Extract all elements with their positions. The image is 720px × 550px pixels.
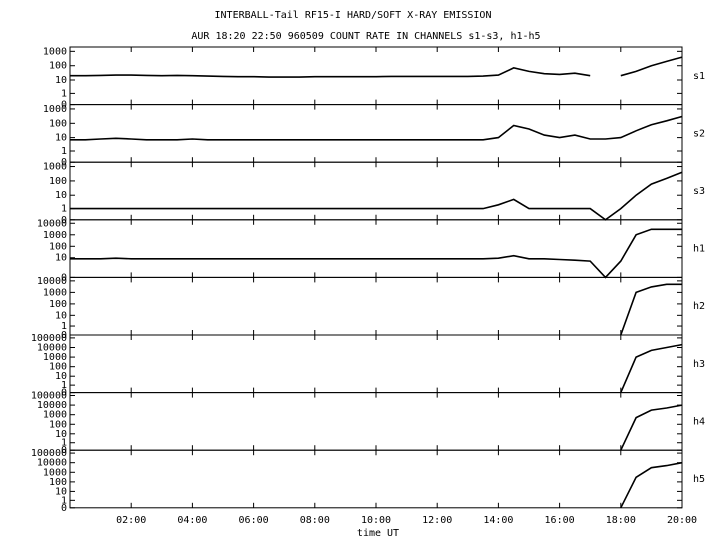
y-tick-label: 1 bbox=[61, 88, 67, 99]
y-tick-label: 100000 bbox=[31, 333, 67, 344]
y-tick-label: 1000 bbox=[43, 230, 67, 241]
y-tick-label: 1 bbox=[61, 204, 67, 215]
y-tick-label: 1 bbox=[61, 321, 67, 332]
y-tick-label: 10 bbox=[55, 310, 67, 321]
y-tick-label: 10 bbox=[55, 253, 67, 264]
trace bbox=[620, 56, 683, 77]
y-tick-label: 1000 bbox=[43, 162, 67, 173]
y-tick-label: 10000 bbox=[37, 400, 67, 411]
trace bbox=[70, 67, 591, 78]
x-tick-label: 04:00 bbox=[177, 515, 207, 526]
y-tick-label: 1000 bbox=[43, 46, 67, 57]
x-tick-label: 16:00 bbox=[545, 515, 575, 526]
y-tick-label: 100000 bbox=[31, 390, 67, 401]
x-tick-label: 20:00 bbox=[667, 515, 697, 526]
panel-frame bbox=[69, 334, 683, 394]
trace bbox=[620, 283, 682, 336]
y-tick-label: 10 bbox=[55, 75, 67, 86]
y-tick-label: 100 bbox=[49, 419, 67, 430]
y-tick-label: 1 bbox=[61, 495, 67, 506]
y-tick-label: 0 bbox=[61, 388, 67, 399]
y-tick-label: 10000 bbox=[37, 218, 67, 229]
y-tick-label: 10 bbox=[55, 486, 67, 497]
y-tick-label: 1000 bbox=[43, 467, 67, 478]
y-tick-label: 1000 bbox=[43, 104, 67, 115]
y-tick-label: 10 bbox=[55, 429, 67, 440]
y-tick-label: 100 bbox=[49, 477, 67, 488]
y-tick-label: 1000 bbox=[43, 352, 67, 363]
channel-label: h1 bbox=[693, 244, 705, 255]
y-tick-label: 100000 bbox=[31, 448, 67, 459]
trace bbox=[70, 171, 683, 221]
x-tick-label: 02:00 bbox=[116, 515, 146, 526]
y-tick-label: 100 bbox=[49, 118, 67, 129]
y-tick-label: 100 bbox=[49, 241, 67, 252]
x-tick-label: 14:00 bbox=[483, 515, 513, 526]
x-tick-label: 18:00 bbox=[606, 515, 636, 526]
trace bbox=[620, 461, 683, 509]
y-tick-label: 10000 bbox=[37, 458, 67, 469]
y-tick-label: 100 bbox=[49, 61, 67, 72]
y-tick-label: 1 bbox=[61, 438, 67, 449]
trace bbox=[70, 115, 683, 141]
y-tick-label: 0 bbox=[61, 157, 67, 168]
y-tick-label: 1000 bbox=[43, 410, 67, 421]
chart-subtitle: AUR 18:20 22:50 960509 COUNT RATE IN CHA… bbox=[191, 31, 540, 42]
channel-label: h4 bbox=[693, 416, 705, 427]
x-axis-label: time UT bbox=[357, 528, 399, 539]
chart-title: INTERBALL-Tail RF15-I HARD/SOFT X-RAY EM… bbox=[215, 10, 492, 21]
y-tick-label: 100 bbox=[49, 362, 67, 373]
y-tick-label: 10000 bbox=[37, 342, 67, 353]
channel-label: h3 bbox=[693, 359, 705, 370]
y-tick-label: 1000 bbox=[43, 287, 67, 298]
channel-label: h2 bbox=[693, 301, 705, 312]
panel-frame bbox=[69, 276, 683, 336]
y-tick-label: 10 bbox=[55, 371, 67, 382]
y-tick-label: 0 bbox=[61, 445, 67, 456]
y-tick-label: 0 bbox=[61, 100, 67, 111]
panel-frame bbox=[69, 449, 683, 509]
y-tick-label: 10 bbox=[55, 133, 67, 144]
channel-label: h5 bbox=[693, 474, 705, 485]
panel-frame bbox=[69, 161, 683, 221]
y-tick-label: 0 bbox=[61, 215, 67, 226]
x-tick-label: 06:00 bbox=[239, 515, 269, 526]
x-tick-label: 10:00 bbox=[361, 515, 391, 526]
y-tick-label: 0 bbox=[61, 272, 67, 283]
y-tick-label: 1 bbox=[61, 146, 67, 157]
y-tick-label: 10000 bbox=[37, 276, 67, 287]
y-tick-label: 100 bbox=[49, 299, 67, 310]
trace bbox=[620, 343, 683, 393]
y-tick-label: 100 bbox=[49, 176, 67, 187]
y-tick-label: 10 bbox=[55, 190, 67, 201]
x-tick-label: 12:00 bbox=[422, 515, 452, 526]
y-tick-label: 1 bbox=[61, 380, 67, 391]
x-tick-label: 08:00 bbox=[300, 515, 330, 526]
panel-frame bbox=[69, 104, 683, 163]
channel-label: s2 bbox=[693, 128, 705, 139]
panel-frame bbox=[69, 392, 683, 451]
trace bbox=[70, 228, 682, 279]
channel-label: s3 bbox=[693, 186, 705, 197]
trace bbox=[620, 404, 683, 451]
panel-frame bbox=[69, 219, 683, 278]
y-tick-label: 0 bbox=[61, 503, 67, 514]
y-tick-label: 0 bbox=[61, 330, 67, 341]
channel-label: s1 bbox=[693, 71, 705, 82]
